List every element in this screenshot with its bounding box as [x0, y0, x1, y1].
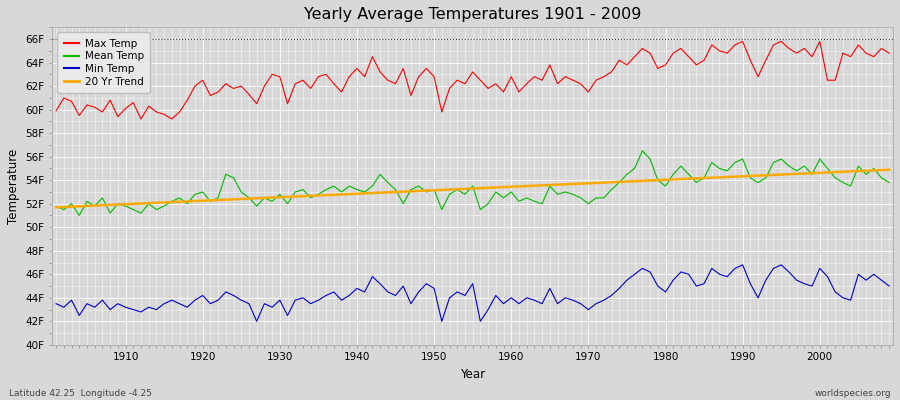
X-axis label: Year: Year: [460, 368, 485, 381]
Text: Latitude 42.25  Longitude -4.25: Latitude 42.25 Longitude -4.25: [9, 389, 152, 398]
Title: Yearly Average Temperatures 1901 - 2009: Yearly Average Temperatures 1901 - 2009: [304, 7, 642, 22]
Y-axis label: Temperature: Temperature: [7, 148, 20, 224]
Text: worldspecies.org: worldspecies.org: [814, 389, 891, 398]
Legend: Max Temp, Mean Temp, Min Temp, 20 Yr Trend: Max Temp, Mean Temp, Min Temp, 20 Yr Tre…: [58, 32, 150, 93]
